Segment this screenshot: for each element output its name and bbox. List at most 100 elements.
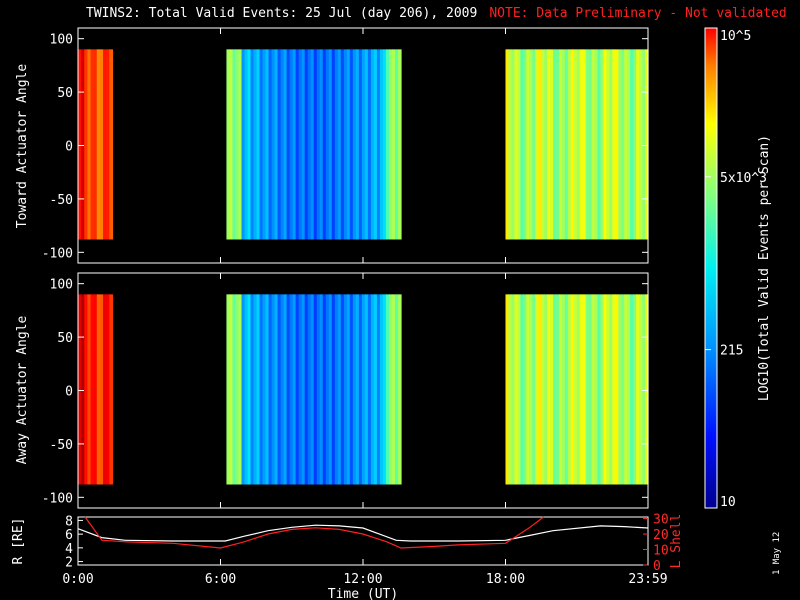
heatmap-cell <box>93 49 98 240</box>
heatmap-cell <box>295 49 300 240</box>
heatmap-cell <box>630 294 634 485</box>
heatmap-cell <box>340 294 345 485</box>
heatmap-cell <box>265 49 270 240</box>
toward-heatmap <box>78 28 649 263</box>
heatmap-cell <box>90 49 95 240</box>
heatmap-cell <box>391 49 396 240</box>
heatmap-cell <box>265 294 270 485</box>
toward-axes: 100 50 0 -50 -100 <box>42 28 649 263</box>
heatmap-cell <box>226 49 231 240</box>
heatmap-cell <box>564 294 569 485</box>
heatmap-cell <box>229 294 234 485</box>
colorbar-gradient <box>704 27 718 509</box>
heatmap-cell <box>612 49 616 240</box>
heatmap-cell <box>331 294 336 485</box>
heatmap-cell <box>553 49 557 240</box>
heatmap-cell <box>340 49 345 240</box>
heatmap-cell <box>337 49 342 240</box>
colorbar: 10^5 5x10^3 215 10 LOG10(Total Valid Events… <box>704 27 772 510</box>
heatmap-cell <box>627 294 631 485</box>
heatmap-cell <box>633 49 637 240</box>
away-heatmap <box>78 273 649 508</box>
heatmap-cell <box>361 294 366 485</box>
heatmap-cell <box>274 294 279 485</box>
heatmap-cell <box>280 49 285 240</box>
heatmap-cell <box>292 294 297 485</box>
heatmap-cell <box>277 49 282 240</box>
heatmap-cell <box>370 294 375 485</box>
heatmap-cell <box>310 294 315 485</box>
heatmap-cell <box>508 49 513 240</box>
heatmap-cell <box>576 294 581 485</box>
heatmap-cell <box>603 294 608 485</box>
heatmap-cell <box>346 294 351 485</box>
heatmap-cell <box>343 49 348 240</box>
heatmap-cell <box>606 294 611 485</box>
lshell-tick-label: 0 <box>653 559 661 574</box>
y-tick-label: -50 <box>50 438 73 453</box>
heatmap-cell <box>636 49 640 240</box>
heatmap-cell <box>343 294 348 485</box>
heatmap-cell <box>334 294 339 485</box>
time-tick-label: 0:00 <box>62 572 93 587</box>
heatmap-cell <box>93 294 98 485</box>
heatmap-cell <box>517 49 521 240</box>
heatmap-cell <box>639 49 643 240</box>
heatmap-cell <box>553 294 557 485</box>
heatmap-cell <box>585 49 590 240</box>
heatmap-cell <box>585 294 590 485</box>
heatmap-cell <box>262 294 267 485</box>
heatmap-cell <box>576 49 581 240</box>
heatmap-cell <box>313 294 318 485</box>
heatmap-cell <box>567 294 572 485</box>
heatmap-cell <box>517 294 521 485</box>
heatmap-cell <box>286 294 291 485</box>
heatmap-cell <box>532 294 536 485</box>
heatmap-cell <box>349 294 354 485</box>
heatmap-cell <box>325 49 330 240</box>
heatmap-cell <box>579 294 584 485</box>
heatmap-cell <box>544 294 548 485</box>
heatmap-cell <box>271 49 276 240</box>
heatmap-cell <box>636 294 640 485</box>
heatmap-cell <box>624 49 628 240</box>
heatmap-cell <box>283 294 288 485</box>
heatmap-cell <box>397 294 402 485</box>
heatmap-cell <box>253 294 258 485</box>
y-tick-label: -100 <box>42 246 73 261</box>
heatmap-cell <box>573 294 578 485</box>
heatmap-cell <box>561 294 566 485</box>
heatmap-cell <box>364 294 369 485</box>
heatmap-cell <box>624 294 628 485</box>
heatmap-cell <box>328 294 333 485</box>
heatmap-cell <box>235 294 240 485</box>
heatmap-cell <box>618 49 622 240</box>
heatmap-cell <box>96 49 101 240</box>
colorbar-label: LOG10(Total Valid Events per Scan) <box>757 135 772 401</box>
heatmap-cell <box>388 49 393 240</box>
heatmap-cell <box>247 294 252 485</box>
heatmap-cell <box>523 294 527 485</box>
heatmap-cell <box>615 49 619 240</box>
heatmap-cell <box>385 49 390 240</box>
heatmap-cell <box>274 49 279 240</box>
heatmap-cell <box>561 49 566 240</box>
heatmap-cell <box>588 294 593 485</box>
heatmap-cell <box>271 294 276 485</box>
y-tick-label: 0 <box>65 385 73 400</box>
heatmap-cell <box>394 49 399 240</box>
y-tick-label: 100 <box>50 33 73 48</box>
heatmap-cell <box>283 49 288 240</box>
time-tick-label: 12:00 <box>343 572 382 587</box>
heatmap-cell <box>319 294 324 485</box>
heatmap-cell <box>277 294 282 485</box>
heatmap-cell <box>645 294 649 485</box>
heatmap-cell <box>597 49 602 240</box>
heatmap-cell <box>313 49 318 240</box>
heatmap-cell <box>547 294 551 485</box>
heatmap-cell <box>555 49 560 240</box>
orbit-ylabel-left: R [RE] <box>11 518 26 565</box>
heatmap-cell <box>241 49 246 240</box>
